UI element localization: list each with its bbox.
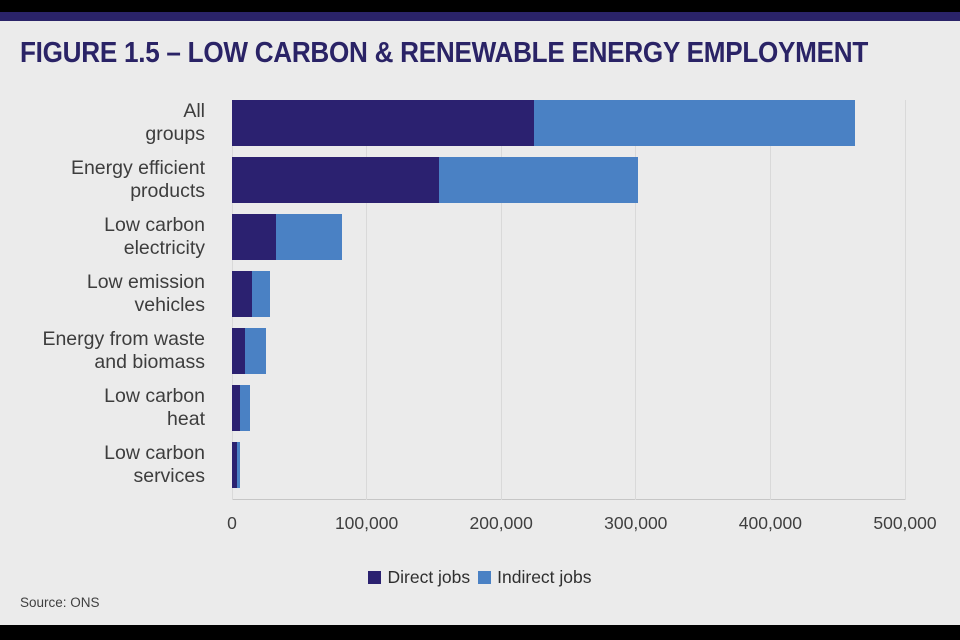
- gridline: [500, 100, 502, 500]
- category-label: Energy from waste and biomass: [0, 328, 205, 374]
- bar-segment-direct: [232, 100, 534, 146]
- x-tick-label: 500,000: [873, 513, 937, 533]
- category-label-line: All: [183, 100, 205, 122]
- legend-swatch-icon: [368, 571, 382, 584]
- category-label-line: Low carbon: [104, 385, 205, 407]
- category-label-line: Low carbon: [104, 442, 205, 464]
- category-label-line: Low emission: [86, 271, 205, 293]
- bar-row: [232, 157, 905, 203]
- category-label: Low emission vehicles: [0, 271, 205, 317]
- category-label-line: and biomass: [94, 351, 205, 373]
- category-label-line: products: [130, 180, 205, 202]
- bar-segment-direct: [232, 385, 241, 431]
- figure-title: FIGURE 1.5 – LOW CARBON & RENEWABLE ENER…: [20, 37, 869, 69]
- bottom-black-bar: [0, 625, 960, 640]
- bar-row: [232, 442, 905, 488]
- header-navy-stripe: [0, 12, 960, 21]
- category-label-line: heat: [167, 408, 205, 430]
- bar-segment-direct: [232, 214, 277, 260]
- bar-row: [232, 100, 905, 146]
- category-label-line: Low carbon: [104, 214, 205, 236]
- category-label: All groups: [0, 100, 205, 146]
- x-tick-label: 400,000: [738, 513, 803, 533]
- category-label-line: services: [133, 465, 205, 487]
- legend-label: Direct jobs: [387, 567, 471, 587]
- x-axis-line: [232, 499, 905, 500]
- bar-segment-direct: [232, 442, 237, 488]
- legend-item-indirect: Indirect jobs: [478, 567, 592, 588]
- bar-segment-direct: [232, 157, 440, 203]
- bar-segment-indirect: [236, 442, 240, 488]
- category-label-line: vehicles: [134, 294, 205, 316]
- legend: Direct jobs Indirect jobs: [0, 567, 960, 588]
- legend-item-direct: Direct jobs: [368, 567, 470, 588]
- legend-label: Indirect jobs: [497, 567, 592, 587]
- category-label-line: Energy from waste: [42, 328, 205, 350]
- legend-swatch-icon: [478, 571, 492, 584]
- category-label: Low carbon services: [0, 442, 205, 488]
- bar-row: [232, 385, 905, 431]
- bar-segment-direct: [232, 328, 245, 374]
- category-label-line: electricity: [123, 237, 205, 259]
- x-tick-label: 300,000: [604, 513, 668, 533]
- plot-area: [231, 100, 906, 500]
- gridline: [769, 100, 771, 500]
- x-tick-label: 100,000: [334, 513, 399, 533]
- category-labels: All groups Energy efficient products Low car…: [0, 0, 205, 640]
- gridline: [366, 100, 368, 500]
- gridline: [635, 100, 637, 500]
- bar-segment-indirect: [244, 328, 267, 374]
- category-label-line: Energy efficient: [70, 157, 205, 179]
- gridline: [904, 100, 906, 500]
- top-black-bar: [0, 0, 960, 12]
- category-label-line: groups: [145, 123, 205, 145]
- bar-segment-indirect: [533, 100, 856, 146]
- bar-segment-direct: [232, 271, 253, 317]
- bar-row: [232, 271, 905, 317]
- bar-segment-indirect: [276, 214, 343, 260]
- bar-segment-indirect: [252, 271, 270, 317]
- bar-row: [232, 328, 905, 374]
- bar-row: [232, 214, 905, 260]
- bar-segment-indirect: [240, 385, 251, 431]
- category-label: Low carbon heat: [0, 385, 205, 431]
- category-label: Energy efficient products: [0, 157, 205, 203]
- source-note: Source: ONS: [20, 595, 100, 610]
- x-tick-label: 200,000: [469, 513, 533, 533]
- category-label: Low carbon electricity: [0, 214, 205, 260]
- bar-segment-indirect: [439, 157, 639, 203]
- x-tick-label: 0: [227, 513, 237, 533]
